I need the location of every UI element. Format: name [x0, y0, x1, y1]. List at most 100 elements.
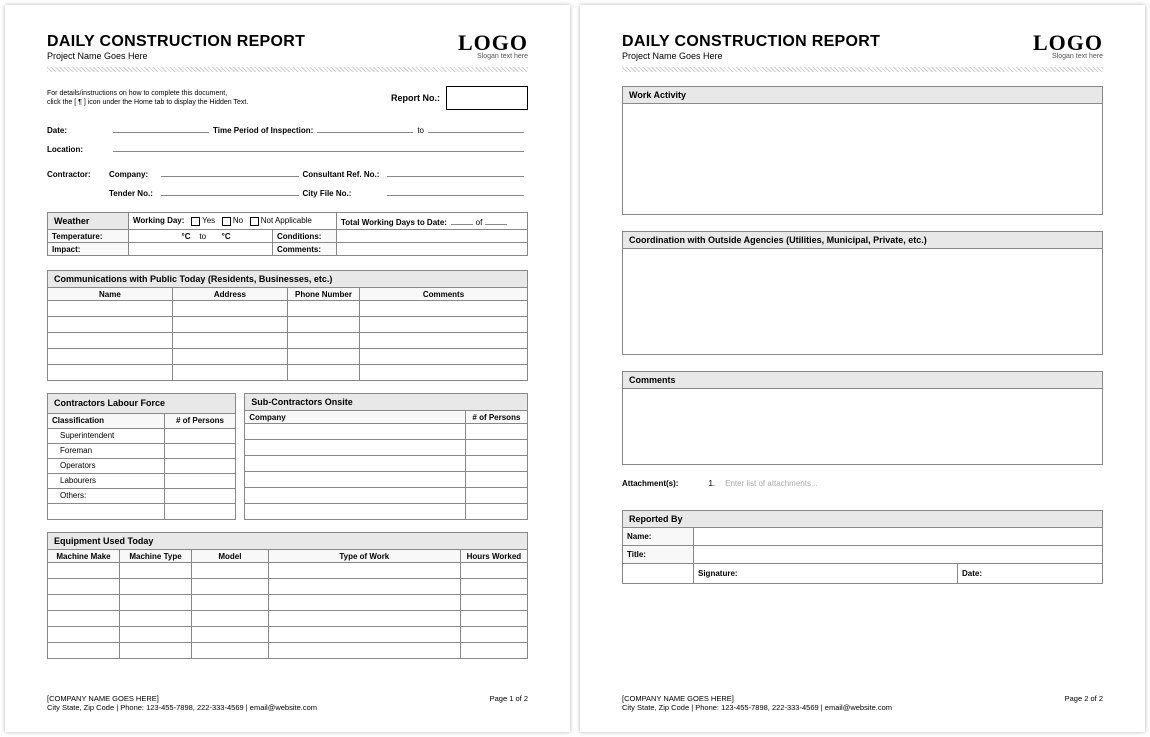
reported-signature-input[interactable]: Signature:	[694, 564, 958, 584]
report-no-input[interactable]	[446, 86, 528, 110]
coordination-input[interactable]	[622, 249, 1103, 355]
table-row[interactable]	[48, 317, 528, 333]
reported-title-input[interactable]	[694, 546, 1103, 564]
table-row[interactable]	[48, 627, 528, 643]
comm-col-address: Address	[172, 288, 287, 301]
city-file-input[interactable]	[387, 185, 525, 196]
table-row[interactable]	[48, 643, 528, 659]
attachments-row: Attachment(s): 1. Enter list of attachme…	[622, 479, 1103, 488]
of-label: of	[476, 218, 483, 227]
table-row[interactable]: Others:	[48, 488, 236, 503]
logo-text-2: LOGO	[1033, 33, 1103, 53]
table-row[interactable]	[48, 579, 528, 595]
comm-col-name: Name	[48, 288, 173, 301]
work-activity-input[interactable]	[622, 104, 1103, 215]
tender-label: Tender No.:	[109, 189, 157, 198]
labour-table: Contractors Labour Force Classification …	[47, 393, 236, 520]
equip-col-hours: Hours Worked	[460, 550, 527, 563]
company-input[interactable]	[161, 166, 299, 177]
instructions-line2: click the [ ¶ ] icon under the Home tab …	[47, 99, 248, 106]
equip-col-make: Machine Make	[48, 550, 120, 563]
coordination-title: Coordination with Outside Agencies (Util…	[622, 231, 1103, 249]
reported-date-input[interactable]: Date:	[958, 564, 1103, 584]
logo-text: LOGO	[458, 33, 528, 53]
checkbox-no[interactable]	[222, 217, 231, 226]
labour-col-persons: # of Persons	[164, 413, 236, 428]
header-divider-2	[622, 67, 1103, 72]
subs-col-company: Company	[245, 411, 466, 424]
instructions: For details/instructions on how to compl…	[47, 89, 391, 107]
attachments-label: Attachment(s):	[622, 479, 678, 488]
city-file-label: City File No.:	[303, 189, 383, 198]
reported-name-input[interactable]	[694, 528, 1103, 546]
subs-col-persons: # of Persons	[465, 411, 527, 424]
communications-table: Communications with Public Today (Reside…	[47, 270, 528, 381]
table-row[interactable]	[245, 440, 528, 456]
weather-comments-label: Comments:	[273, 243, 337, 256]
days-n-input[interactable]	[451, 215, 473, 225]
time-to-input[interactable]	[428, 122, 524, 133]
table-row[interactable]	[48, 365, 528, 381]
table-row[interactable]	[245, 488, 528, 504]
comments-title: Comments	[622, 371, 1103, 389]
consultant-ref-label: Consultant Ref. No.:	[303, 170, 383, 179]
table-row[interactable]	[245, 472, 528, 488]
logo-block-2: LOGO Slogan text here	[1033, 33, 1103, 60]
footer-address-2: City State, Zip Code | Phone: 123-455-78…	[622, 703, 892, 712]
impact-input[interactable]	[129, 243, 273, 256]
doc-title: DAILY CONSTRUCTION REPORT	[47, 33, 305, 51]
yes-label: Yes	[202, 216, 215, 225]
equip-col-type: Machine Type	[120, 550, 192, 563]
logo-block: LOGO Slogan text here	[458, 33, 528, 60]
weather-comments-input[interactable]	[337, 243, 528, 256]
table-row[interactable]: Superintendent	[48, 428, 236, 443]
row-date-time: Date: Time Period of Inspection: to	[47, 122, 528, 135]
table-row[interactable]	[245, 504, 528, 520]
table-row[interactable]	[48, 563, 528, 579]
communications-title: Communications with Public Today (Reside…	[48, 271, 528, 288]
location-input[interactable]	[113, 141, 524, 152]
attachments-placeholder[interactable]: Enter list of attachments...	[725, 479, 817, 488]
footer-address: City State, Zip Code | Phone: 123-455-78…	[47, 703, 317, 712]
comments-input[interactable]	[622, 389, 1103, 465]
labour-title: Contractors Labour Force	[48, 394, 236, 414]
temperature-cell[interactable]: °C to °C	[129, 230, 273, 243]
header: DAILY CONSTRUCTION REPORT Project Name G…	[47, 33, 528, 61]
table-row[interactable]	[48, 333, 528, 349]
equipment-table: Equipment Used Today Machine Make Machin…	[47, 532, 528, 659]
page-2: DAILY CONSTRUCTION REPORT Project Name G…	[580, 5, 1145, 732]
no-label: No	[233, 216, 243, 225]
time-from-input[interactable]	[317, 122, 413, 133]
reported-date-label: Date:	[962, 569, 982, 578]
table-row[interactable]	[48, 595, 528, 611]
consultant-ref-input[interactable]	[387, 166, 525, 177]
doc-title-2: DAILY CONSTRUCTION REPORT	[622, 33, 880, 51]
company-label: Company:	[109, 170, 157, 179]
header-2: DAILY CONSTRUCTION REPORT Project Name G…	[622, 33, 1103, 61]
page-1: DAILY CONSTRUCTION REPORT Project Name G…	[5, 5, 570, 732]
tender-input[interactable]	[161, 185, 299, 196]
table-row[interactable]	[245, 424, 528, 440]
days-of-input[interactable]	[485, 215, 507, 225]
date-input[interactable]	[113, 122, 209, 133]
table-row[interactable]	[245, 456, 528, 472]
subs-table: Sub-Contractors Onsite Company # of Pers…	[244, 393, 528, 520]
table-row[interactable]: Labourers	[48, 473, 236, 488]
table-row[interactable]	[48, 301, 528, 317]
footer-1: [COMPANY NAME GOES HERE] City State, Zip…	[47, 694, 528, 712]
meta-row: For details/instructions on how to compl…	[47, 86, 528, 110]
table-row[interactable]: Operators	[48, 458, 236, 473]
table-row[interactable]	[48, 504, 236, 520]
table-row[interactable]	[48, 349, 528, 365]
table-row[interactable]: Foreman	[48, 443, 236, 458]
impact-label: Impact:	[48, 243, 129, 256]
conditions-input[interactable]	[337, 230, 528, 243]
table-row[interactable]	[48, 611, 528, 627]
coordination-section: Coordination with Outside Agencies (Util…	[622, 231, 1103, 355]
reported-by-table: Reported By Name: Title: Signature: Date…	[622, 510, 1103, 584]
checkbox-yes[interactable]	[191, 217, 200, 226]
reported-name-label: Name:	[623, 528, 694, 546]
checkbox-na[interactable]	[250, 217, 259, 226]
work-activity-section: Work Activity	[622, 86, 1103, 215]
reported-signature-label: Signature:	[698, 569, 738, 578]
